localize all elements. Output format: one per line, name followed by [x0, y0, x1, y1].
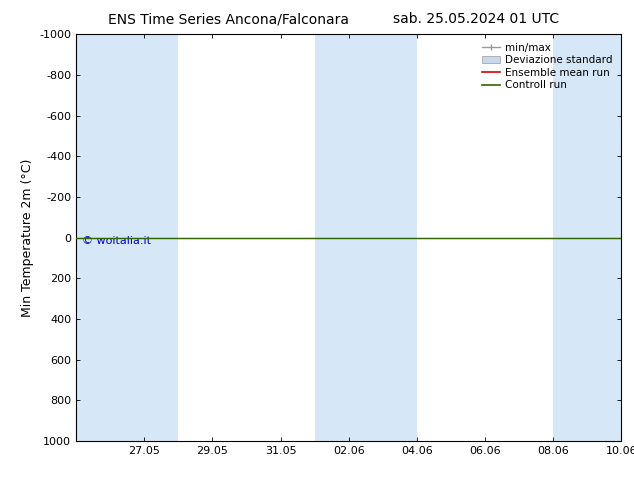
- Bar: [314, 34, 383, 441]
- Bar: [587, 34, 621, 441]
- Bar: [553, 34, 587, 441]
- Bar: [383, 34, 417, 441]
- Bar: [76, 34, 144, 441]
- Text: ENS Time Series Ancona/Falconara: ENS Time Series Ancona/Falconara: [108, 12, 349, 26]
- Bar: [144, 34, 178, 441]
- Y-axis label: Min Temperature 2m (°C): Min Temperature 2m (°C): [21, 158, 34, 317]
- Text: © woitalia.it: © woitalia.it: [82, 236, 150, 245]
- Text: sab. 25.05.2024 01 UTC: sab. 25.05.2024 01 UTC: [393, 12, 559, 26]
- Legend: min/max, Deviazione standard, Ensemble mean run, Controll run: min/max, Deviazione standard, Ensemble m…: [479, 40, 616, 94]
